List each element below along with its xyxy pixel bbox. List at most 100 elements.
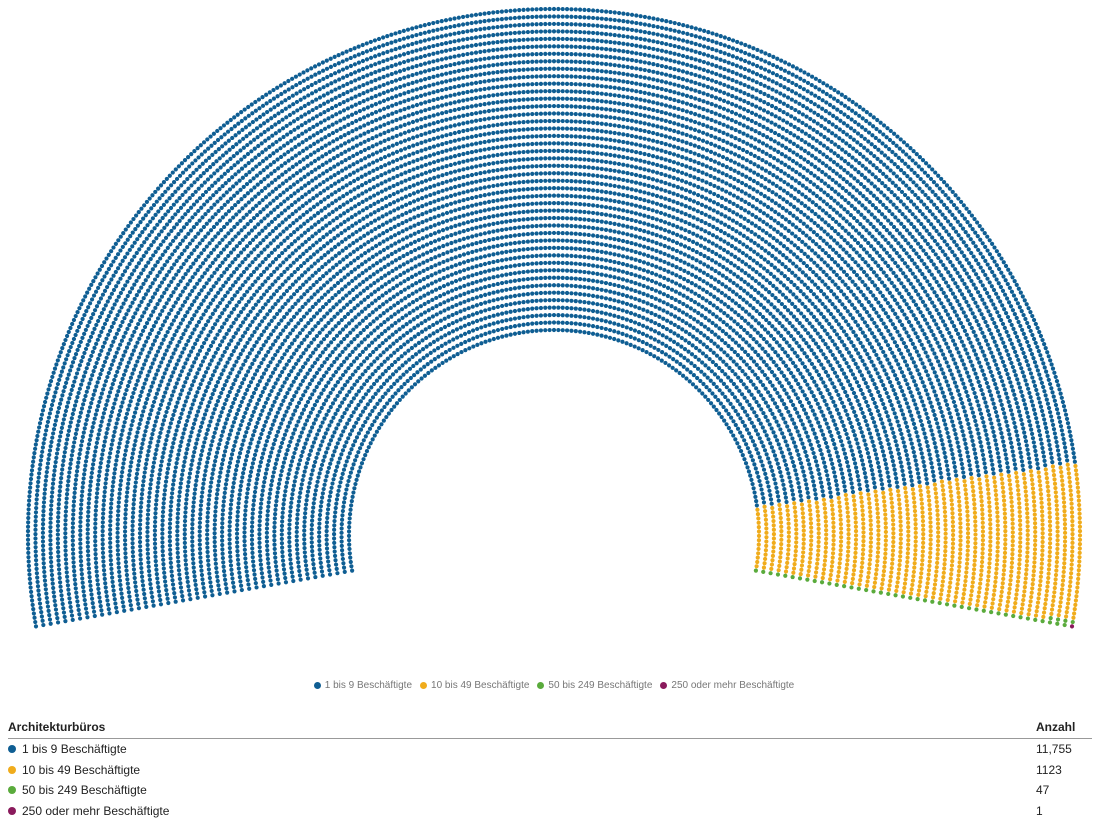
dot-1-9 [229, 352, 234, 358]
dot-1-9 [213, 426, 219, 431]
dot-1-9 [281, 190, 286, 195]
dot-1-9 [330, 295, 335, 301]
dot-1-9 [81, 476, 86, 481]
dot-1-9 [340, 51, 345, 56]
dot-1-9 [227, 356, 232, 361]
dot-1-9 [215, 578, 220, 584]
dot-1-9 [34, 492, 40, 498]
dot-1-9 [302, 515, 307, 520]
dot-1-9 [108, 510, 113, 515]
dot-1-9 [383, 338, 389, 343]
dot-1-9 [405, 251, 410, 257]
dot-1-9 [387, 398, 392, 403]
dot-1-9 [164, 348, 169, 353]
dot-1-9 [179, 476, 184, 482]
dot-1-9 [328, 56, 333, 61]
dot-1-9 [295, 555, 300, 561]
dot-1-9 [257, 231, 262, 236]
dot-1-9 [263, 302, 268, 307]
dot-1-9 [431, 339, 437, 344]
dot-1-9 [308, 144, 313, 149]
dot-1-9 [347, 511, 353, 517]
dot-1-9 [141, 409, 146, 414]
dot-1-9 [380, 293, 385, 298]
dot-1-9 [114, 331, 119, 336]
dot-1-9 [270, 342, 276, 347]
dot-1-9 [276, 486, 281, 491]
dot-1-9 [234, 531, 240, 536]
dot-1-9 [357, 92, 362, 97]
dot-1-9 [44, 424, 50, 429]
dot-1-9 [229, 572, 235, 577]
dot-1-9 [272, 399, 277, 404]
dot-1-9 [325, 311, 330, 316]
dot-1-9 [139, 243, 144, 248]
dot-1-9 [27, 568, 32, 573]
dot-1-9 [281, 460, 286, 465]
dot-1-9 [26, 511, 31, 516]
dot-1-9 [199, 152, 204, 157]
dot-1-9 [79, 498, 84, 503]
dot-1-9 [212, 202, 217, 207]
dot-1-9 [61, 389, 66, 394]
dot-1-9 [88, 483, 93, 489]
dot-1-9 [232, 589, 237, 594]
dot-1-9 [263, 195, 269, 200]
dot-1-9 [172, 366, 178, 371]
dot-1-9 [343, 369, 348, 374]
dot-1-9 [70, 534, 75, 539]
dot-1-9 [303, 112, 308, 117]
dot-1-9 [125, 364, 130, 369]
dot-1-9 [125, 265, 130, 270]
dot-1-9 [102, 494, 107, 499]
dot-1-9 [160, 375, 166, 380]
dot-1-9 [57, 497, 62, 502]
dot-1-9 [322, 109, 327, 115]
dot-1-9 [99, 329, 104, 334]
dot-1-9 [163, 583, 168, 588]
dot-1-9 [236, 496, 242, 502]
dot-1-9 [354, 435, 360, 440]
dot-1-9 [451, 354, 456, 359]
dot-1-9 [278, 193, 283, 198]
dot-1-9 [156, 480, 161, 486]
dot-1-9 [153, 545, 158, 551]
dot-1-9 [294, 390, 299, 395]
dot-1-9 [259, 141, 264, 146]
dot-1-9 [124, 568, 129, 573]
dot-1-9 [261, 357, 266, 362]
dot-1-9 [297, 308, 302, 313]
dot-1-9 [199, 453, 204, 458]
dot-1-9 [169, 355, 174, 360]
dot-1-9 [250, 511, 255, 516]
dot-1-9 [391, 341, 396, 346]
dot-1-9 [382, 264, 387, 270]
dot-1-9 [418, 304, 423, 309]
dot-1-9 [424, 234, 429, 239]
dot-1-9 [383, 179, 388, 184]
dot-1-9 [168, 397, 173, 402]
dot-1-9 [312, 492, 318, 497]
dot-1-9 [77, 306, 82, 311]
dot-1-9 [259, 250, 264, 255]
dot-1-9 [351, 443, 356, 448]
dot-1-9 [217, 263, 222, 269]
dot-1-9 [187, 438, 192, 443]
dot-1-9 [319, 462, 325, 468]
dot-1-9 [160, 252, 165, 258]
dot-1-9 [57, 493, 62, 498]
dot-1-9 [94, 440, 99, 446]
dot-1-9 [50, 481, 56, 486]
dot-1-9 [366, 239, 371, 245]
dot-1-9 [208, 377, 214, 382]
dot-1-9 [130, 515, 135, 520]
dot-1-9 [137, 233, 142, 238]
dot-1-9 [114, 350, 119, 355]
dot-1-9 [96, 403, 101, 409]
dot-1-9 [194, 199, 200, 204]
dot-1-9 [172, 332, 177, 338]
dot-1-9 [250, 361, 255, 366]
dot-1-9 [349, 206, 354, 211]
dot-1-9 [145, 525, 150, 530]
dot-1-9 [352, 337, 357, 342]
